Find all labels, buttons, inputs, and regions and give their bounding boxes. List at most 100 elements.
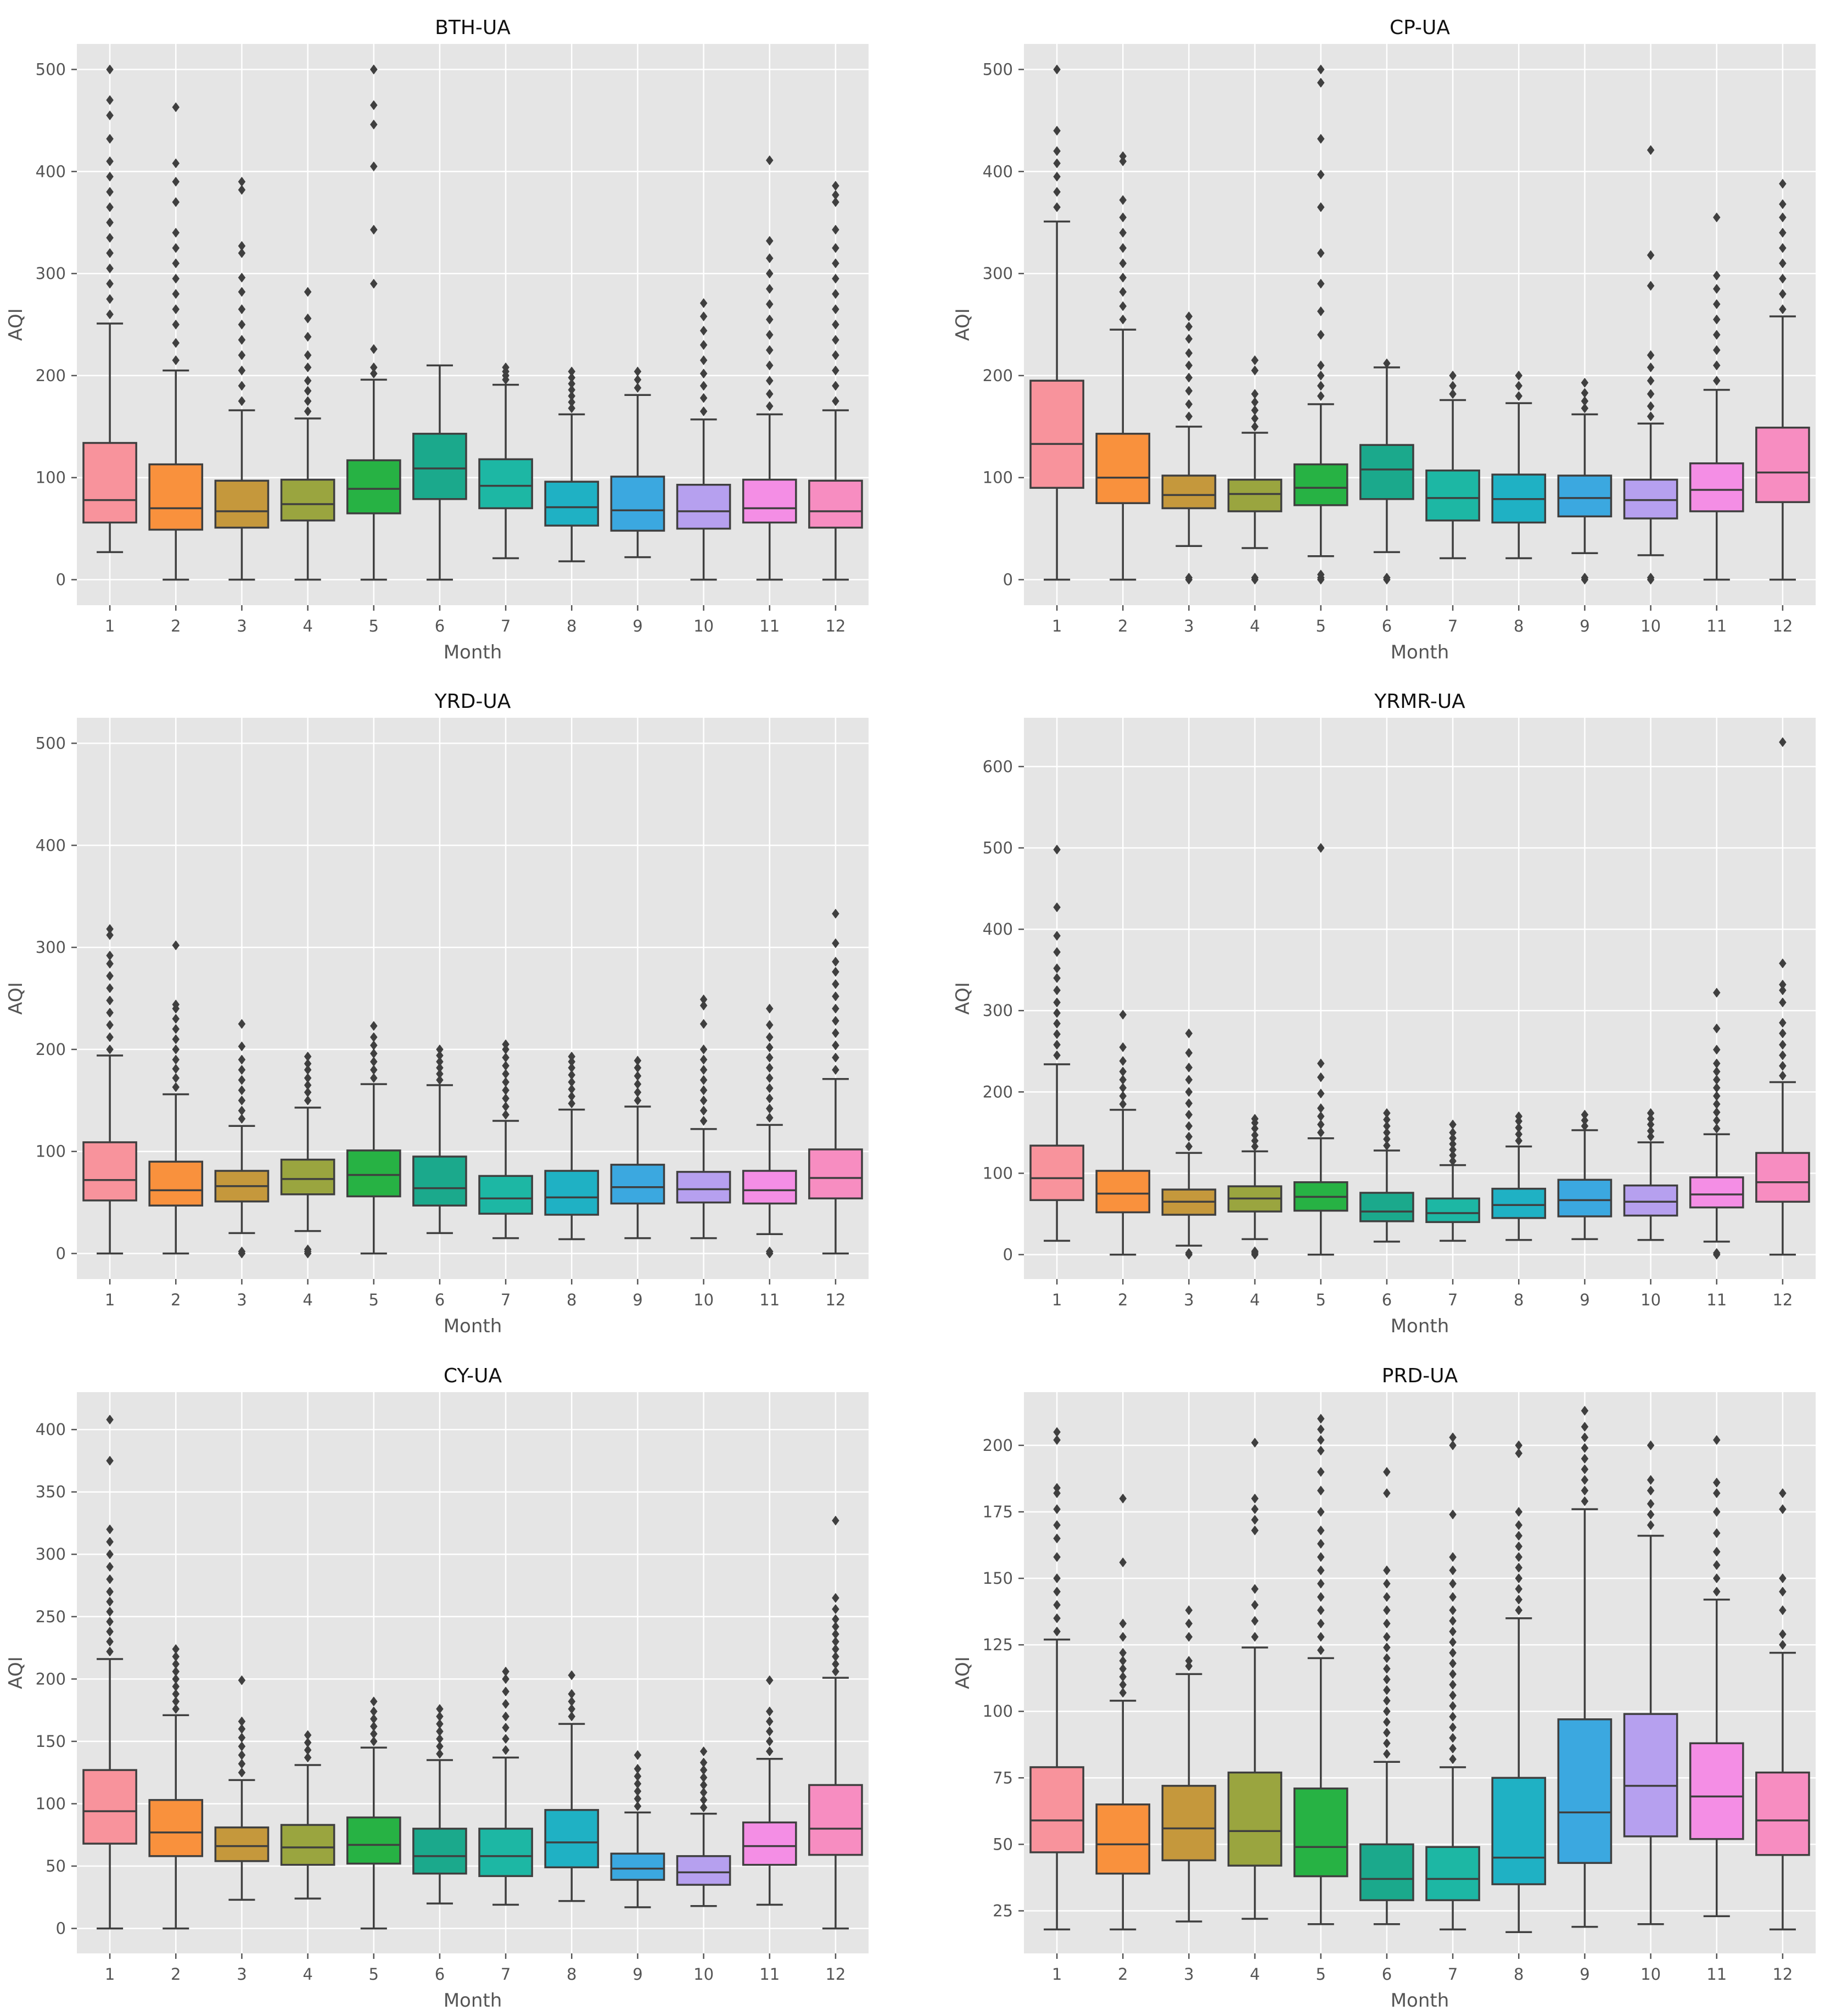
outlier-point — [634, 1763, 642, 1774]
box-month-8 — [544, 1051, 600, 1241]
iqr-box — [544, 1170, 600, 1216]
box-month-9 — [1557, 1109, 1613, 1241]
outlier-point — [1317, 77, 1325, 88]
outlier-point — [1119, 1632, 1127, 1642]
outlier-point — [304, 406, 312, 416]
outlier-point — [1251, 1632, 1259, 1642]
outlier-point — [1449, 1565, 1457, 1576]
chart-title: CY-UA — [444, 1365, 502, 1387]
outlier-point — [1713, 314, 1721, 325]
y-tick-label: 200 — [36, 366, 66, 385]
y-tick-label: 175 — [983, 1503, 1013, 1521]
outlier-point — [304, 1058, 312, 1069]
box-month-2 — [1095, 1493, 1151, 1931]
outlier-point — [1053, 963, 1061, 974]
outlier-point — [1119, 243, 1127, 253]
outlier-point — [766, 1113, 774, 1123]
outlier-point — [1647, 411, 1655, 422]
outlier-point — [766, 1706, 774, 1717]
iqr-box — [280, 1824, 335, 1866]
outlier-point — [1779, 1504, 1787, 1515]
outlier-point — [1185, 399, 1193, 409]
outlier-point — [1053, 1520, 1061, 1531]
outlier-point — [1779, 1028, 1787, 1038]
iqr-box — [742, 1821, 797, 1866]
outlier-point — [1779, 1050, 1787, 1060]
x-tick-label: 1 — [105, 1965, 115, 1984]
outlier-point — [766, 330, 774, 340]
outlier-point — [1647, 1509, 1655, 1520]
outlier-point — [502, 1085, 510, 1096]
outlier-point — [304, 350, 312, 360]
iqr-box — [676, 1171, 731, 1204]
y-tick-label: 300 — [36, 264, 66, 283]
outlier-point — [436, 1749, 444, 1759]
outlier-point — [1383, 1727, 1391, 1738]
outlier-point — [238, 1041, 246, 1052]
outlier-point — [699, 340, 708, 350]
outlier-point — [1779, 737, 1787, 747]
iqr-box — [1359, 1843, 1414, 1901]
outlier-point — [1449, 1440, 1457, 1450]
outlier-point — [1581, 572, 1589, 583]
outlier-point — [1449, 1133, 1457, 1143]
y-tick-label: 200 — [983, 1082, 1013, 1101]
outlier-point — [568, 1084, 575, 1094]
outlier-point — [304, 332, 312, 342]
outlier-point — [832, 304, 839, 315]
outlier-point — [1449, 1509, 1457, 1520]
outlier-point — [1119, 1648, 1127, 1658]
outlier-point — [1713, 1091, 1721, 1101]
outlier-point — [370, 1021, 378, 1031]
outlier-point — [502, 1093, 510, 1104]
outlier-point — [568, 1051, 575, 1062]
iqr-box — [346, 1816, 401, 1865]
outlier-point — [1383, 1114, 1391, 1125]
outlier-point — [832, 334, 839, 345]
iqr-box — [1227, 1771, 1283, 1867]
outlier-point — [106, 1549, 114, 1560]
x-tick-label: 12 — [1772, 617, 1793, 635]
y-tick-label: 400 — [36, 1420, 66, 1439]
box-month-8 — [1491, 1440, 1547, 1934]
outlier-point — [1185, 1109, 1193, 1120]
outlier-point — [1581, 1475, 1589, 1485]
outlier-point — [1251, 1504, 1259, 1515]
outlier-point — [1119, 1091, 1127, 1101]
outlier-point — [1317, 1467, 1325, 1477]
outlier-point — [106, 1455, 114, 1466]
outlier-point — [172, 1054, 180, 1065]
outlier-point — [568, 1091, 575, 1102]
y-tick-label: 0 — [1003, 1246, 1013, 1264]
plot-background — [77, 44, 869, 605]
iqr-box — [478, 1175, 533, 1215]
outlier-point — [699, 393, 708, 403]
outlier-point — [1053, 985, 1061, 996]
outlier-point — [238, 1750, 246, 1760]
outlier-point — [1713, 1107, 1721, 1118]
outlier-point — [502, 362, 510, 373]
outlier-point — [1053, 1626, 1061, 1637]
box-month-10 — [676, 298, 731, 581]
outlier-point — [1317, 1645, 1325, 1655]
outlier-point — [172, 1644, 180, 1654]
outlier-point — [172, 940, 180, 951]
box-month-2 — [148, 940, 204, 1255]
outlier-point — [1647, 1520, 1655, 1531]
outlier-point — [1251, 1246, 1259, 1256]
box-month-11 — [1689, 987, 1744, 1260]
outlier-point — [832, 365, 839, 376]
outlier-point — [238, 248, 246, 258]
outlier-point — [1647, 281, 1655, 291]
box-month-9 — [1557, 1405, 1613, 1928]
outlier-point — [1515, 1562, 1522, 1573]
outlier-point — [832, 1065, 839, 1075]
outlier-point — [1119, 1672, 1127, 1682]
outlier-point — [1449, 1578, 1457, 1589]
outlier-point — [1713, 1058, 1721, 1069]
outlier-point — [172, 1073, 180, 1083]
outlier-point — [1581, 1464, 1589, 1475]
outlier-point — [699, 406, 708, 416]
x-axis-label: Month — [1391, 1315, 1449, 1337]
